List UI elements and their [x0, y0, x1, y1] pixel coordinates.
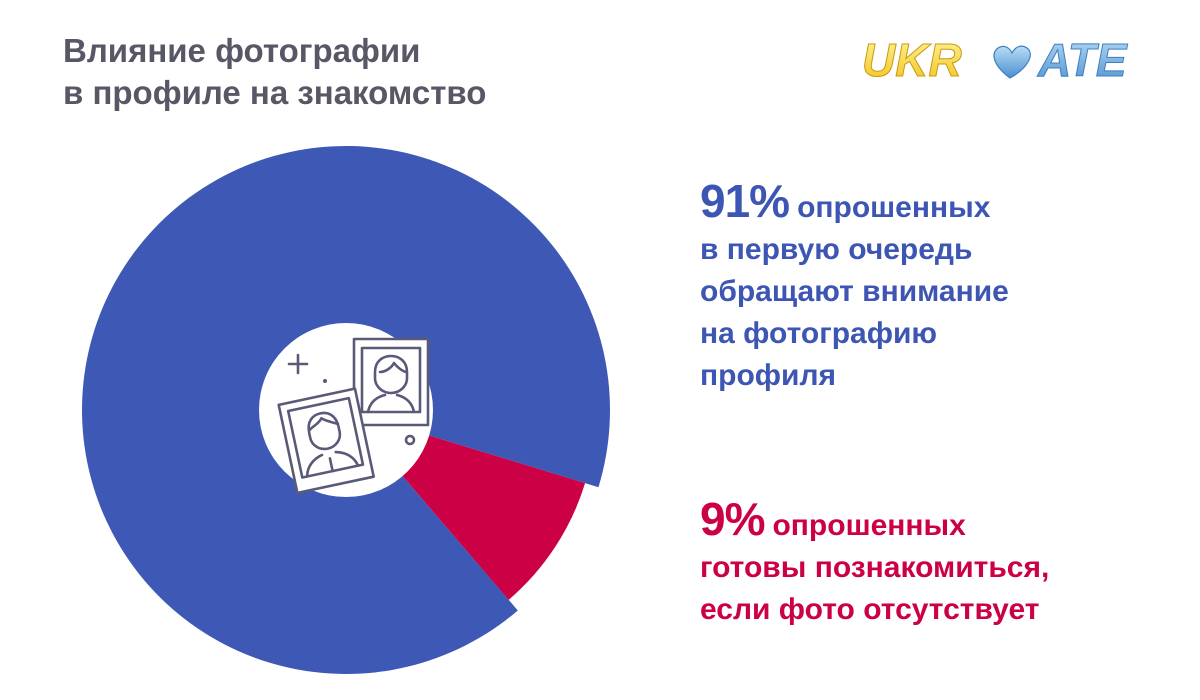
- stat-minority-line-3: если фото отсутствует: [700, 593, 1040, 626]
- donut-chart: [81, 146, 610, 675]
- stat-majority: 91% опрошенных в первую очередь обращают …: [700, 178, 1009, 397]
- stat-majority-line-3: обращают внимание: [700, 275, 1009, 308]
- stat-minority-line-2: готовы познакомиться,: [700, 551, 1050, 584]
- stat-minority: 9% опрошенных готовы познакомиться, если …: [700, 496, 1050, 631]
- photo-portraits-icon: [277, 337, 430, 495]
- stat-minority-line-1: опрошенных: [772, 509, 966, 542]
- ukrdate-logo: UKR ATE: [862, 34, 1129, 87]
- stat-majority-line-2: в первую очередь: [700, 233, 973, 266]
- stat-majority-percent: 91%: [700, 175, 790, 227]
- stat-majority-line-1: опрошенных: [797, 191, 991, 224]
- logo-text-left: UKR: [862, 34, 962, 86]
- stat-minority-percent: 9%: [700, 493, 765, 545]
- heart-icon: [993, 45, 1031, 79]
- title-line-1: Влияние фотографии: [63, 32, 421, 69]
- stat-majority-line-5: профиля: [700, 359, 837, 392]
- title-line-2: в профиле на знакомство: [63, 74, 487, 111]
- logo-text-right: ATE: [1037, 34, 1128, 86]
- stat-majority-line-4: на фотографию: [700, 317, 938, 350]
- page-title: Влияние фотографии в профиле на знакомст…: [63, 30, 486, 114]
